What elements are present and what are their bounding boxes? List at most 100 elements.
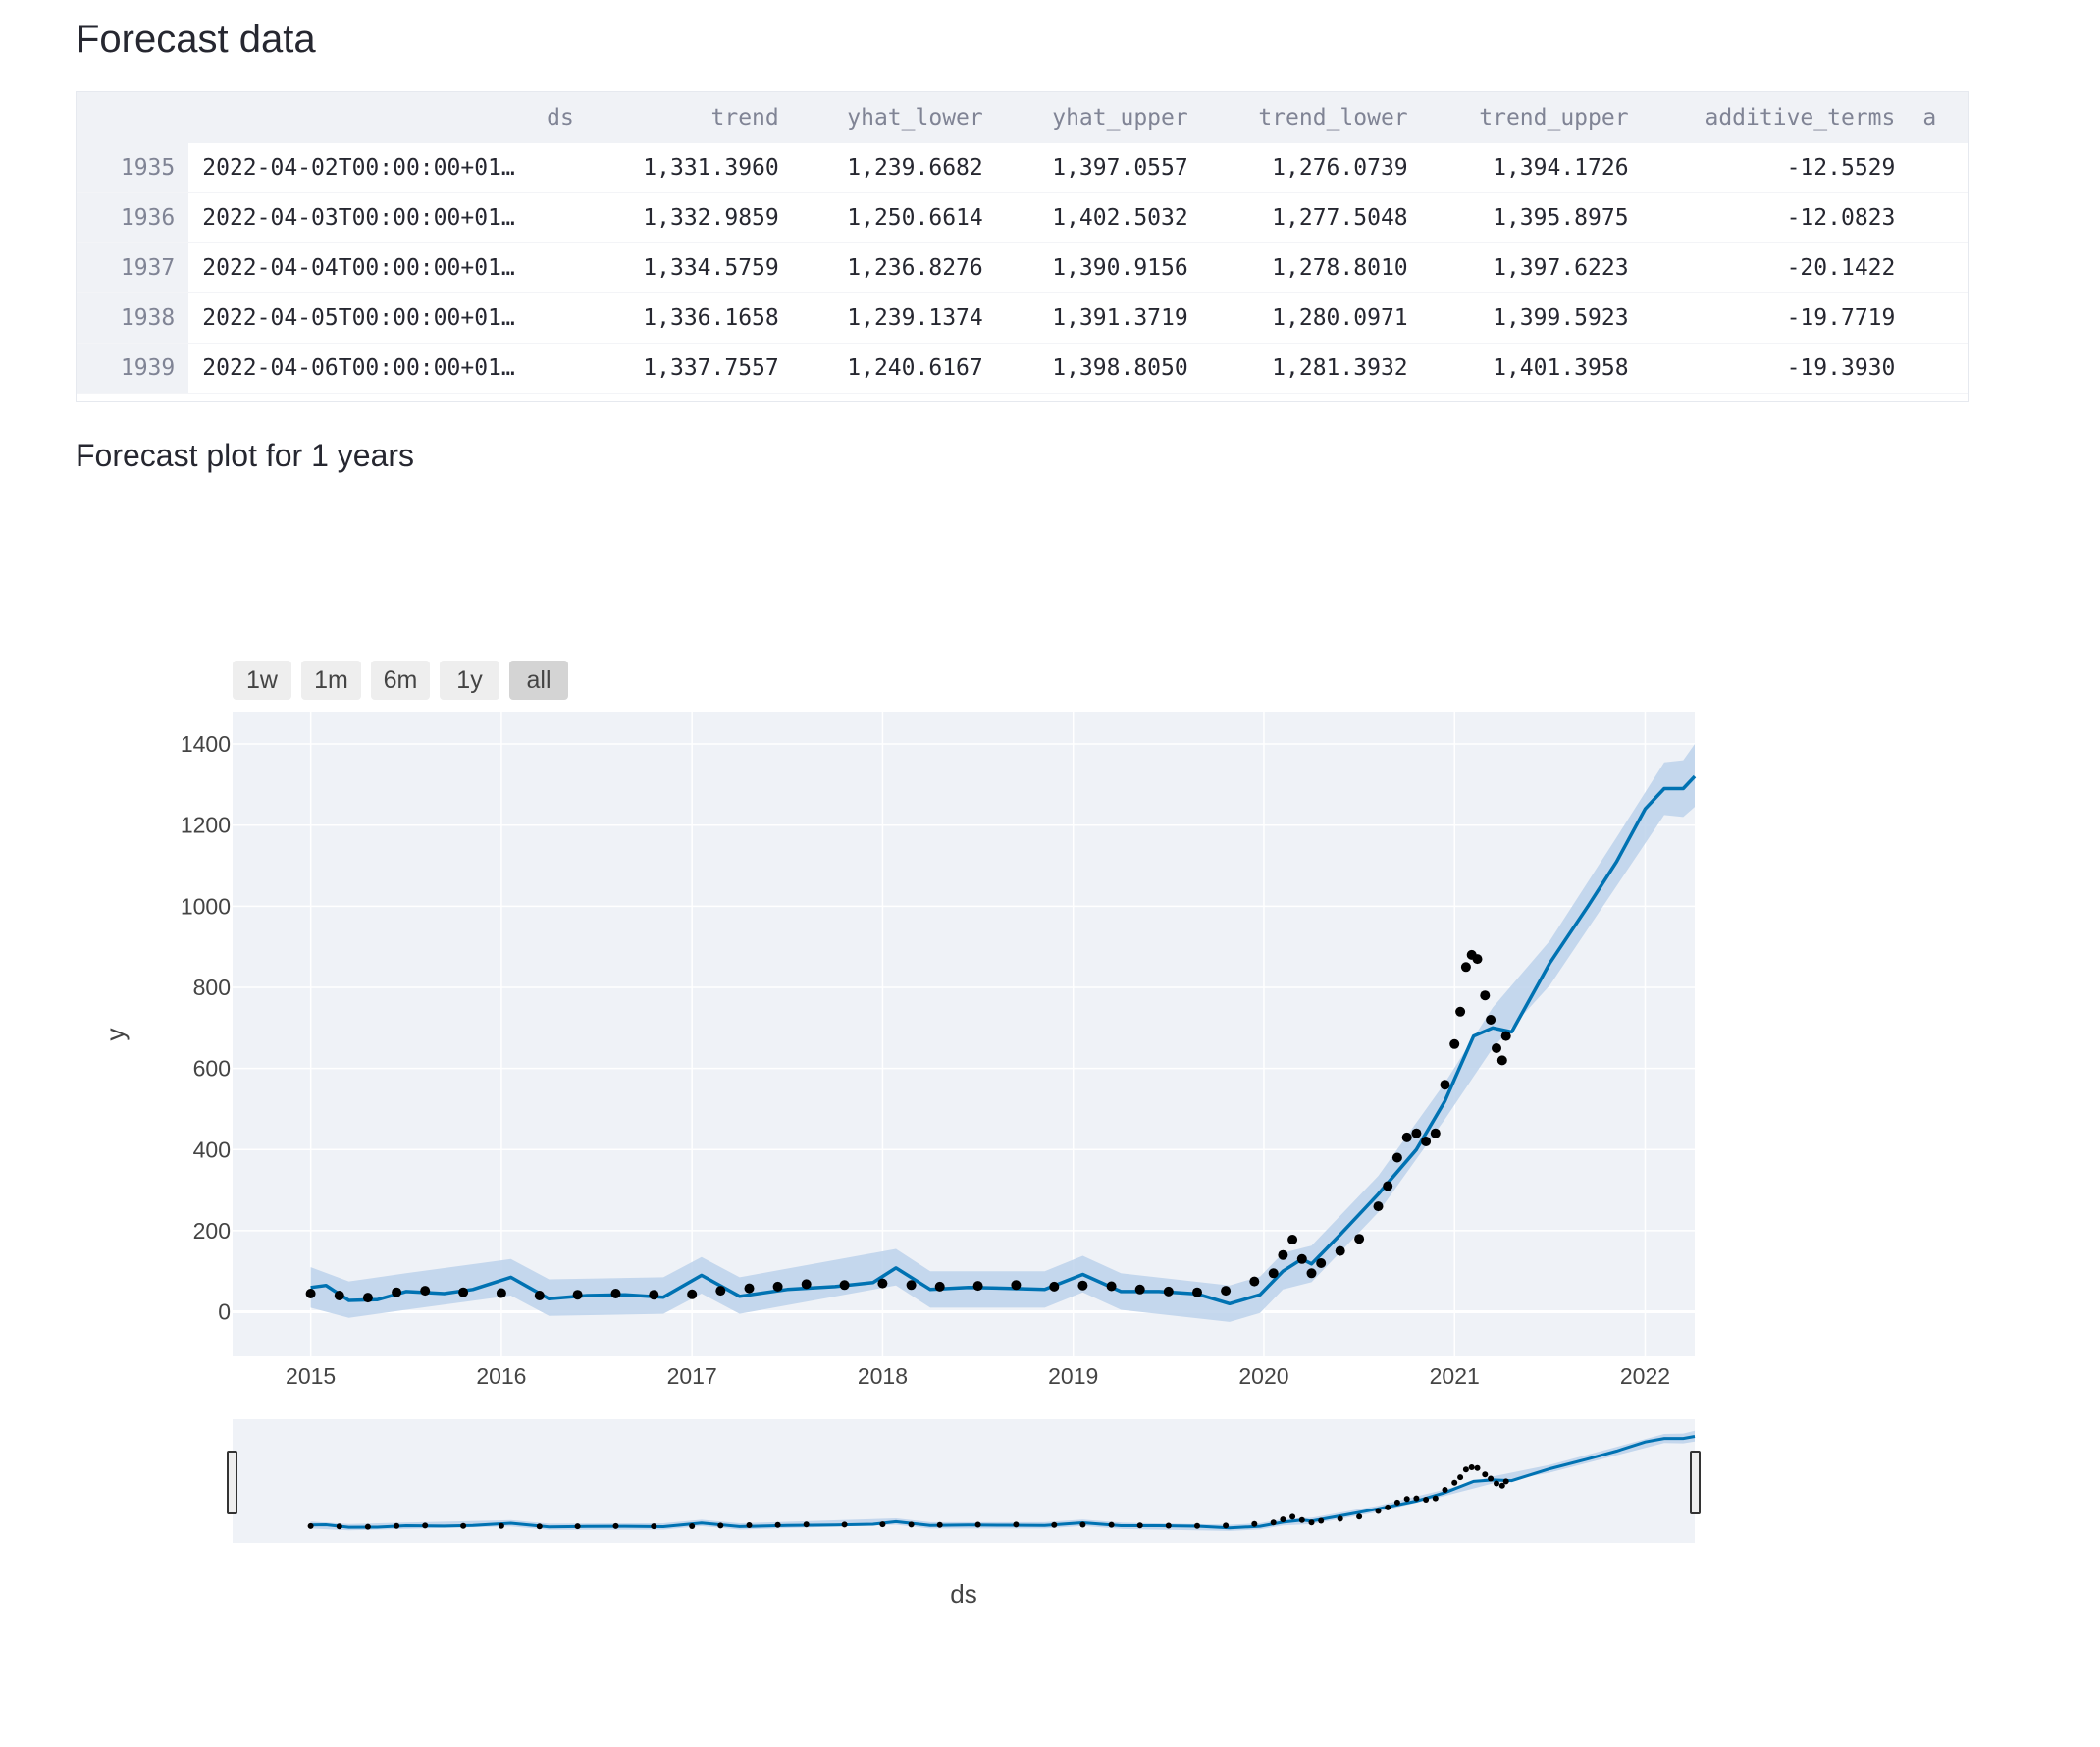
data-point: [1383, 1181, 1393, 1191]
cell-trend-upper[interactable]: 1,399.5923: [1421, 292, 1643, 344]
range-button-1w[interactable]: 1w: [233, 661, 291, 700]
cell-trend-lower[interactable]: 1,281.3932: [1201, 343, 1422, 394]
x-tick-label: 2021: [1430, 1363, 1480, 1389]
cell-trend[interactable]: 1,332.9859: [587, 192, 793, 243]
range-slider-point: [1308, 1519, 1315, 1526]
cell-trend[interactable]: 1,337.7557: [587, 343, 793, 394]
cell-trend-lower[interactable]: 1,277.5048: [1201, 192, 1422, 243]
cell-trend-upper[interactable]: 1,397.6223: [1421, 242, 1643, 293]
cell-truncated[interactable]: [1909, 292, 1968, 344]
range-slider-point: [1108, 1521, 1115, 1528]
forecast-data-heading: Forecast data: [76, 18, 316, 61]
range-slider-right-handle[interactable]: [1690, 1451, 1701, 1514]
cell-yhat-upper[interactable]: 1,397.0557: [996, 143, 1202, 193]
cell-trend-lower[interactable]: 1,280.0971: [1201, 292, 1422, 344]
forecast-line: [310, 774, 1697, 1306]
cell-yhat-upper[interactable]: 1,398.8050: [996, 343, 1202, 394]
y-tick-label: 200: [193, 1218, 231, 1244]
data-point: [1106, 1281, 1117, 1292]
range-slider-point: [689, 1523, 696, 1529]
table-row: 1935 2022-04-02T00:00:00+01… 1,331.3960 …: [77, 143, 1968, 193]
range-slider-point: [774, 1521, 781, 1528]
cell-truncated[interactable]: [1909, 242, 1968, 293]
data-point: [934, 1281, 945, 1292]
range-slider-point: [1356, 1513, 1363, 1520]
range-button-all[interactable]: all: [509, 661, 568, 700]
y-axis-label: y: [100, 1029, 130, 1041]
cell-yhat-upper[interactable]: 1,402.5032: [996, 192, 1202, 243]
range-slider-point: [746, 1522, 753, 1528]
data-point: [334, 1291, 344, 1300]
data-point: [362, 1293, 373, 1303]
table-row: 1937 2022-04-04T00:00:00+01… 1,334.5759 …: [77, 242, 1968, 293]
column-header-truncated[interactable]: a: [1909, 92, 1968, 143]
cell-yhat-lower[interactable]: 1,250.6614: [792, 192, 997, 243]
column-header-additive-terms[interactable]: additive_terms: [1642, 92, 1910, 143]
cell-yhat-upper[interactable]: 1,390.9156: [996, 242, 1202, 293]
plot-area[interactable]: [233, 712, 1695, 1356]
range-slider-point: [1474, 1464, 1481, 1471]
cell-additive-terms[interactable]: -19.7719: [1642, 292, 1910, 344]
cell-truncated[interactable]: [1909, 192, 1968, 243]
column-header-yhat-lower[interactable]: yhat_lower: [792, 92, 997, 143]
range-slider-point: [364, 1523, 371, 1530]
cell-yhat-lower[interactable]: 1,236.8276: [792, 242, 997, 293]
range-slider-point: [1468, 1464, 1475, 1470]
cell-additive-terms[interactable]: -12.5529: [1642, 143, 1910, 193]
data-point: [392, 1287, 402, 1297]
cell-truncated[interactable]: [1909, 143, 1968, 193]
cell-yhat-lower[interactable]: 1,239.6682: [792, 143, 997, 193]
cell-ds[interactable]: 2022-04-06T00:00:00+01…: [188, 343, 588, 394]
cell-ds[interactable]: 2022-04-02T00:00:00+01…: [188, 143, 588, 193]
cell-trend-lower[interactable]: 1,276.0739: [1201, 143, 1422, 193]
cell-yhat-lower[interactable]: 1,239.1374: [792, 292, 997, 344]
y-tick-label: 0: [218, 1299, 231, 1325]
cell-trend-lower[interactable]: 1,278.8010: [1201, 242, 1422, 293]
cell-trend[interactable]: 1,331.3960: [587, 143, 793, 193]
range-slider-point: [574, 1523, 581, 1530]
row-index: 1938: [77, 292, 189, 344]
range-button-1m[interactable]: 1m: [301, 661, 361, 700]
column-header-trend-upper[interactable]: trend_upper: [1421, 92, 1643, 143]
cell-trend[interactable]: 1,336.1658: [587, 292, 793, 344]
cell-trend-upper[interactable]: 1,395.8975: [1421, 192, 1643, 243]
cell-additive-terms[interactable]: -12.0823: [1642, 192, 1910, 243]
cell-trend[interactable]: 1,334.5759: [587, 242, 793, 293]
range-button-6m[interactable]: 6m: [371, 661, 430, 700]
data-point: [744, 1283, 755, 1294]
cell-additive-terms[interactable]: -19.3930: [1642, 343, 1910, 394]
cell-truncated[interactable]: [1909, 343, 1968, 394]
data-point: [1486, 1015, 1496, 1025]
range-slider-point: [307, 1522, 314, 1529]
cell-trend-upper[interactable]: 1,401.3958: [1421, 343, 1643, 394]
forecast-dataframe[interactable]: ds trend yhat_lower yhat_upper trend_low…: [76, 91, 1969, 402]
column-header-trend[interactable]: trend: [587, 92, 793, 143]
range-button-1y[interactable]: 1y: [440, 661, 499, 700]
data-point: [1455, 1006, 1466, 1017]
data-point: [305, 1289, 316, 1298]
range-slider-point: [1498, 1482, 1505, 1489]
y-tick-label: 1200: [181, 813, 231, 838]
cell-additive-terms[interactable]: -20.1422: [1642, 242, 1910, 293]
column-header-trend-lower[interactable]: trend_lower: [1201, 92, 1422, 143]
cell-ds[interactable]: 2022-04-04T00:00:00+01…: [188, 242, 588, 293]
data-point: [972, 1281, 983, 1292]
cell-ds[interactable]: 2022-04-05T00:00:00+01…: [188, 292, 588, 344]
cell-ds[interactable]: 2022-04-03T00:00:00+01…: [188, 192, 588, 243]
cell-trend-upper[interactable]: 1,394.1726: [1421, 143, 1643, 193]
data-point: [715, 1286, 726, 1297]
data-point: [458, 1287, 469, 1297]
data-point: [1306, 1268, 1317, 1279]
data-point: [687, 1289, 698, 1299]
table-header-row: ds trend yhat_lower yhat_upper trend_low…: [77, 92, 1968, 143]
table-row: 1936 2022-04-03T00:00:00+01… 1,332.9859 …: [77, 192, 1968, 243]
column-header-yhat-upper[interactable]: yhat_upper: [996, 92, 1202, 143]
cell-yhat-upper[interactable]: 1,391.3719: [996, 292, 1202, 344]
cell-yhat-lower[interactable]: 1,240.6167: [792, 343, 997, 394]
data-point: [1011, 1280, 1022, 1291]
range-slider-left-handle[interactable]: [227, 1451, 237, 1514]
data-point: [1163, 1286, 1174, 1297]
column-header-ds[interactable]: ds: [188, 92, 588, 143]
y-tick-label: 1000: [181, 893, 231, 919]
